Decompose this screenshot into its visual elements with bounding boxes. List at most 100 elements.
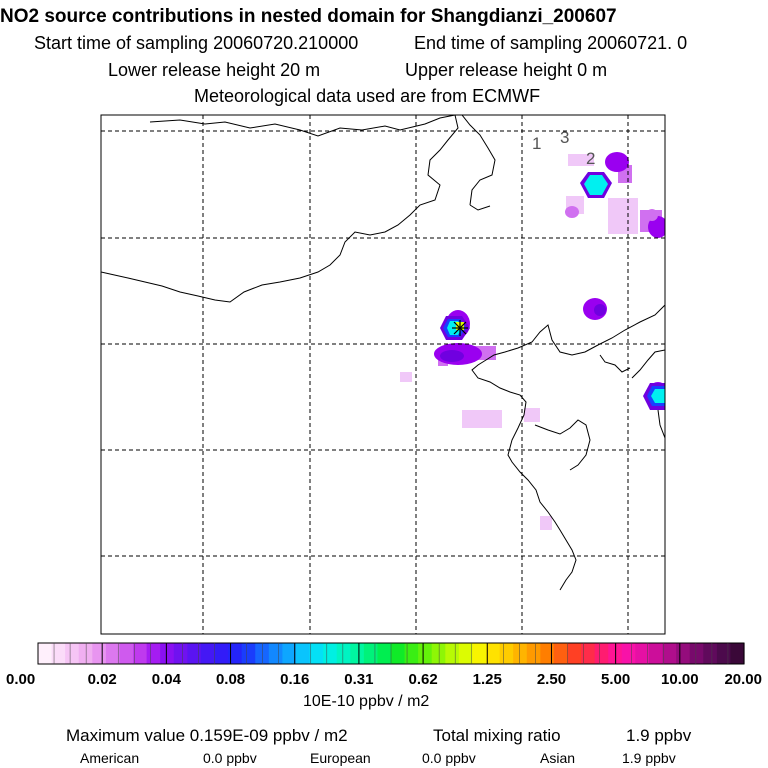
colorbar-swatch bbox=[173, 643, 188, 664]
colorbar-swatch bbox=[160, 643, 175, 664]
colorbar-swatch bbox=[648, 643, 664, 664]
map-frame bbox=[100, 114, 666, 635]
colorbar-swatch bbox=[119, 643, 134, 664]
lat-lon-grid bbox=[101, 115, 665, 634]
hotspot-octagon-inner bbox=[584, 175, 608, 195]
colorbar-swatch bbox=[78, 643, 93, 664]
region-asian-label: Asian bbox=[540, 750, 576, 766]
colorbar-swatch bbox=[200, 643, 216, 664]
coastlines bbox=[101, 115, 665, 591]
colorbar-tick-label: 1.25 bbox=[473, 671, 502, 688]
map-content: 1 3 2 bbox=[101, 115, 665, 634]
colorbar-swatch bbox=[703, 643, 718, 664]
colorbar-swatch bbox=[716, 643, 732, 664]
site-label: 2 bbox=[586, 149, 595, 168]
plume-light bbox=[540, 516, 552, 530]
colorbar-swatch bbox=[404, 643, 419, 664]
colorbar-swatch bbox=[92, 643, 107, 664]
region-european-label: European bbox=[310, 750, 371, 766]
colorbar-tick-label: 0.02 bbox=[88, 671, 117, 688]
colorbar-swatch bbox=[336, 643, 351, 664]
lower-release-height: Lower release height 20 m bbox=[108, 60, 321, 80]
region-asian-value: 1.9 ppbv bbox=[622, 750, 676, 766]
plume-core bbox=[440, 350, 464, 362]
plume-core bbox=[594, 304, 606, 316]
colorbar-swatch bbox=[567, 643, 582, 664]
colorbar-swatch bbox=[187, 643, 202, 664]
colorbar-tick-label: 20.00 bbox=[724, 671, 762, 688]
plume-light bbox=[400, 372, 412, 382]
colorbar-swatch bbox=[241, 643, 256, 664]
maximum-value: Maximum value 0.159E-09 ppbv / m2 bbox=[66, 726, 348, 745]
colorbar-swatch bbox=[282, 643, 297, 664]
colorbar-swatch bbox=[65, 643, 80, 664]
total-mixing-ratio-label: Total mixing ratio bbox=[433, 726, 561, 745]
plume-core bbox=[565, 206, 579, 218]
colorbar-swatch bbox=[350, 643, 365, 664]
colorbar-tick-label: 0.00 bbox=[6, 671, 35, 688]
colorbar-ticks bbox=[37, 643, 745, 664]
plume-light bbox=[524, 408, 540, 422]
plume-core bbox=[605, 152, 629, 172]
total-mixing-ratio-value: 1.9 ppbv bbox=[626, 726, 692, 745]
colorbar-labels: 0.00 0.02 0.04 0.08 0.16 0.31 0.62 1.25 2.50 5.00… bbox=[6, 671, 762, 688]
colorbar-swatch bbox=[255, 643, 270, 664]
colorbar-swatch bbox=[38, 643, 53, 664]
colorbar-swatch bbox=[431, 643, 446, 664]
colorbar-swatch bbox=[214, 643, 229, 664]
hotspot-octagon-inner bbox=[651, 389, 665, 403]
colorbar-swatch bbox=[676, 643, 691, 664]
colorbar-swatches bbox=[38, 643, 745, 664]
colorbar-tick-label: 2.50 bbox=[537, 671, 566, 688]
colorbar-swatch bbox=[621, 643, 636, 664]
colorbar-swatch bbox=[309, 643, 324, 664]
colorbar-swatch bbox=[635, 643, 650, 664]
colorbar-swatch bbox=[458, 643, 474, 664]
receptor-marker-icon bbox=[452, 320, 468, 336]
colorbar-tick-label: 10.00 bbox=[661, 671, 699, 688]
colorbar-swatch bbox=[445, 643, 460, 664]
colorbar-swatch bbox=[377, 643, 392, 664]
upper-release-height: Upper release height 0 m bbox=[405, 60, 608, 80]
colorbar-swatch bbox=[540, 643, 555, 664]
colorbar-tick-label: 0.31 bbox=[344, 671, 373, 688]
start-sampling-time: Start time of sampling 20060720.210000 bbox=[34, 33, 359, 53]
colorbar-swatch bbox=[323, 643, 338, 664]
colorbar-swatch bbox=[363, 643, 379, 664]
colorbar-swatch bbox=[418, 643, 433, 664]
plot-title: NO2 source contributions in nested domai… bbox=[0, 6, 617, 27]
plume-light bbox=[462, 410, 502, 428]
colorbar-swatch bbox=[499, 643, 514, 664]
colorbar-swatch bbox=[553, 643, 569, 664]
colorbar-swatch bbox=[581, 643, 596, 664]
colorbar-tick-label: 0.08 bbox=[216, 671, 245, 688]
colorbar-unit: 10E-10 ppbv / m2 bbox=[303, 693, 430, 710]
colorbar-swatch bbox=[146, 643, 161, 664]
plume-light bbox=[608, 198, 638, 234]
region-american-value: 0.0 ppbv bbox=[203, 750, 257, 766]
colorbar-swatch bbox=[133, 643, 148, 664]
region-american-label: American bbox=[80, 750, 140, 766]
colorbar-swatch bbox=[730, 643, 745, 664]
colorbar-swatch bbox=[105, 643, 121, 664]
colorbar-swatch bbox=[513, 643, 528, 664]
colorbar-swatch bbox=[594, 643, 609, 664]
colorbar-swatch bbox=[295, 643, 311, 664]
site-label: 1 bbox=[532, 134, 541, 153]
plume-light bbox=[568, 154, 594, 166]
colorbar-swatch bbox=[689, 643, 704, 664]
colorbar-swatch bbox=[526, 643, 541, 664]
site-label: 3 bbox=[560, 128, 569, 147]
colorbar-tick-label: 0.16 bbox=[280, 671, 309, 688]
colorbar-swatch bbox=[228, 643, 243, 664]
colorbar-swatch bbox=[472, 643, 487, 664]
meteorological-source: Meteorological data used are from ECMWF bbox=[194, 86, 541, 106]
region-european-value: 0.0 ppbv bbox=[422, 750, 476, 766]
colorbar-swatch bbox=[486, 643, 501, 664]
colorbar-tick-label: 5.00 bbox=[601, 671, 630, 688]
colorbar-tick-label: 0.04 bbox=[152, 671, 182, 688]
colorbar-swatch bbox=[268, 643, 283, 664]
plume-core bbox=[646, 209, 658, 221]
